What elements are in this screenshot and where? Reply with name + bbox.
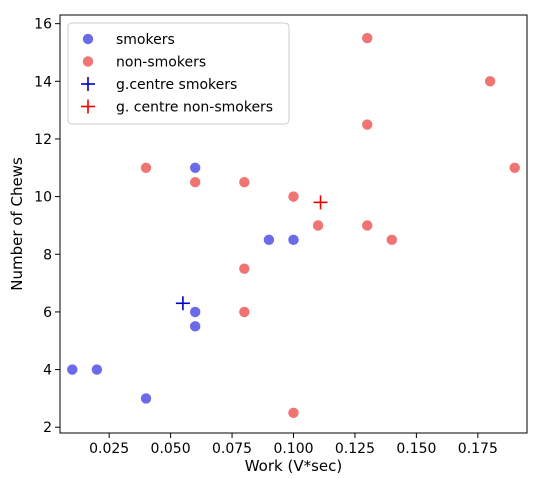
y-tick-label: 4 [43, 363, 52, 379]
legend-marker-non-smokers [82, 56, 94, 67]
non-smokers-point [362, 220, 373, 231]
smokers-point [189, 162, 201, 173]
smokers-point [263, 234, 275, 246]
legend: smokers non-smokers g.centre smokers g. cen… [67, 22, 290, 125]
legend-label-smokers: smokers [116, 32, 175, 48]
smokers-point [140, 393, 152, 404]
smokers-point [288, 234, 299, 246]
non-smokers-point [239, 306, 250, 318]
non-smokers-point [509, 162, 520, 173]
non-smokers-point [362, 32, 373, 44]
x-tick-label: 0.125 [335, 441, 375, 457]
y-axis-label: Number of Chews [8, 157, 26, 291]
y-axis: 2 4 6 8 10 12 14 16 [34, 17, 60, 436]
non-smokers-point [288, 191, 299, 202]
non-smokers-point [239, 263, 250, 274]
legend-label-g-centre-non-smokers: g. centre non-smokers [116, 100, 273, 116]
smokers-point [91, 364, 103, 375]
legend-marker-g-centre-non-smokers [81, 99, 95, 114]
non-smokers-point [239, 177, 250, 188]
x-tick-label: 0.050 [151, 441, 191, 457]
legend-label-g-centre-smokers: g.centre smokers [116, 77, 237, 93]
smokers-point [189, 321, 201, 332]
non-smokers-point [288, 407, 299, 419]
x-tick-label: 0.075 [212, 441, 252, 457]
y-tick-label: 12 [34, 132, 52, 148]
y-tick-label: 6 [43, 305, 52, 321]
y-tick-label: 8 [43, 247, 52, 263]
y-tick-label: 16 [34, 17, 52, 33]
x-tick-label: 0.100 [273, 441, 313, 457]
y-tick-label: 10 [34, 190, 52, 206]
x-tick-label: 0.025 [89, 441, 129, 457]
non-smokers-point [140, 162, 152, 173]
smokers-point [67, 364, 78, 375]
legend-label-non-smokers: non-smokers [116, 55, 206, 71]
non-smokers-point [189, 177, 201, 188]
g-centre-smokers-point [175, 296, 190, 311]
data-marks [67, 32, 520, 419]
x-tick-label: 0.175 [458, 441, 498, 457]
non-smokers-point [484, 76, 496, 87]
y-tick-label: 14 [34, 74, 52, 90]
legend-marker-g-centre-smokers [81, 77, 95, 91]
g-centre-non-smokers-point [313, 195, 328, 210]
legend-marker-smokers [82, 33, 94, 45]
non-smokers-point [386, 234, 398, 246]
non-smokers-point [362, 119, 373, 130]
x-tick-label: 0.150 [396, 441, 436, 457]
smokers-point [189, 306, 201, 318]
legend-box [67, 22, 290, 125]
x-axis: 0.025 0.050 0.075 0.100 0.125 0.150 0.175 [89, 433, 498, 457]
x-axis-label: Work (V*sec) [245, 457, 343, 475]
non-smokers-point [312, 220, 324, 231]
y-tick-label: 2 [43, 420, 52, 436]
